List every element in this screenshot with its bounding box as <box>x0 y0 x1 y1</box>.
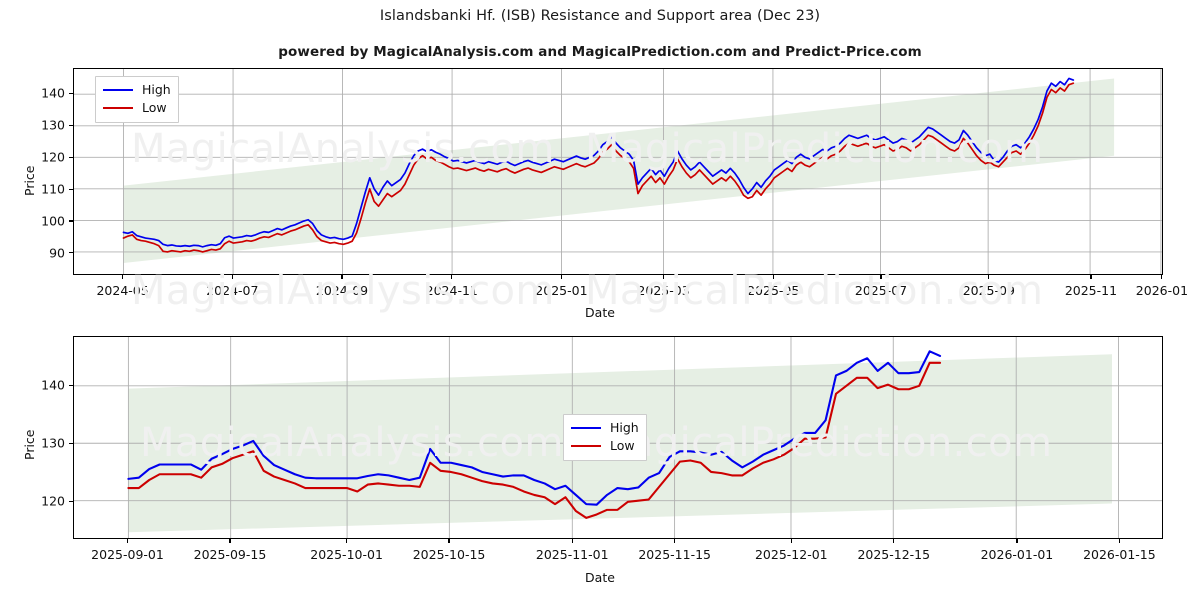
y-tick-label: 130 <box>41 435 65 451</box>
high-line-swatch-icon <box>103 89 133 91</box>
x-tick-mark <box>790 539 792 543</box>
x-tick-label: 2025-12-15 <box>857 547 931 562</box>
chart-title: Islandsbanki Hf. (ISB) Resistance and Su… <box>379 8 821 24</box>
legend-label-low: Low <box>142 100 167 115</box>
legend-row-high: High <box>103 81 171 99</box>
x-tick-mark <box>341 275 343 279</box>
y-tick-mark <box>69 500 73 502</box>
x-tick-label: 2025-10-01 <box>310 547 383 562</box>
overview-legend: High Low <box>95 76 179 123</box>
x-tick-mark <box>1161 275 1163 279</box>
x-tick-mark <box>451 275 453 279</box>
y-tick-mark <box>69 252 73 254</box>
x-tick-label: 2025-10-15 <box>412 547 486 562</box>
x-tick-label: 2025-09-15 <box>193 547 267 562</box>
y-tick-label: 110 <box>41 181 65 197</box>
x-tick-mark <box>772 275 774 279</box>
y-tick-label: 130 <box>41 117 65 133</box>
y-tick-mark <box>69 442 73 444</box>
y-tick-mark <box>69 220 73 222</box>
x-tick-label: 2025-07 <box>854 283 908 298</box>
x-tick-mark <box>231 275 233 279</box>
x-tick-label: 2025-05 <box>747 283 800 298</box>
y-tick-label: 90 <box>49 245 65 261</box>
zoom-x-axis-label: Date <box>585 570 615 585</box>
y-tick-mark <box>69 384 73 386</box>
x-tick-mark <box>1118 539 1120 543</box>
x-tick-mark <box>880 275 882 279</box>
legend-label-high: High <box>142 82 171 97</box>
x-tick-label: 2024-09 <box>315 283 369 298</box>
x-tick-mark <box>126 539 129 543</box>
legend-row-low: Low <box>103 99 171 117</box>
x-tick-mark <box>674 539 676 543</box>
y-tick-label: 140 <box>41 85 65 101</box>
chart-subtitle: powered by MagicalAnalysis.com and Magic… <box>278 44 922 60</box>
x-tick-mark <box>121 275 124 279</box>
x-tick-label: 2025-09 <box>962 283 1015 298</box>
overview-x-axis-label: Date <box>585 305 615 320</box>
high-line-swatch-icon <box>571 427 601 429</box>
x-tick-mark <box>1016 539 1018 543</box>
legend-label-low: Low <box>610 438 635 453</box>
x-tick-label: 2026-01-15 <box>1083 547 1156 562</box>
x-tick-mark <box>1090 275 1092 279</box>
low-line-swatch-icon <box>103 107 133 109</box>
overview-plot-area <box>73 68 1163 275</box>
x-tick-label: 2024-05 <box>96 283 149 298</box>
x-tick-label: 2024-07 <box>206 283 259 298</box>
x-tick-mark <box>448 539 450 543</box>
y-tick-label: 120 <box>41 493 65 509</box>
x-tick-label: 2024-11 <box>425 283 478 298</box>
y-tick-mark <box>69 156 73 158</box>
x-tick-label: 2025-01 <box>535 283 588 298</box>
x-tick-label: 2025-11 <box>1064 283 1118 298</box>
x-tick-label: 2026-01-01 <box>980 547 1054 562</box>
x-tick-mark <box>662 275 665 279</box>
zoom-legend: High Low <box>563 414 647 461</box>
x-tick-mark <box>345 539 348 543</box>
x-tick-label: 2025-12-01 <box>754 547 828 562</box>
x-tick-mark <box>893 539 895 543</box>
y-tick-mark <box>69 92 73 95</box>
legend-row-high: High <box>571 419 639 437</box>
y-tick-mark <box>69 124 73 126</box>
legend-row-low: Low <box>571 437 639 455</box>
low-line-swatch-icon <box>571 445 601 447</box>
overview-svg <box>74 69 1162 274</box>
y-tick-mark <box>69 188 73 190</box>
x-tick-label: 2026-01 <box>1135 283 1189 298</box>
y-tick-label: 100 <box>41 213 65 229</box>
x-tick-mark <box>988 275 990 279</box>
y-tick-label: 140 <box>41 377 65 393</box>
x-tick-mark <box>571 539 573 543</box>
legend-label-high: High <box>610 420 639 435</box>
y-tick-label: 120 <box>41 149 65 165</box>
x-tick-label: 2025-11-15 <box>638 547 711 562</box>
x-tick-label: 2025-09-01 <box>91 547 164 562</box>
x-tick-label: 2025-03 <box>637 283 690 298</box>
x-tick-mark <box>229 539 231 543</box>
x-tick-mark <box>560 275 563 279</box>
x-tick-label: 2025-11-01 <box>535 547 609 562</box>
